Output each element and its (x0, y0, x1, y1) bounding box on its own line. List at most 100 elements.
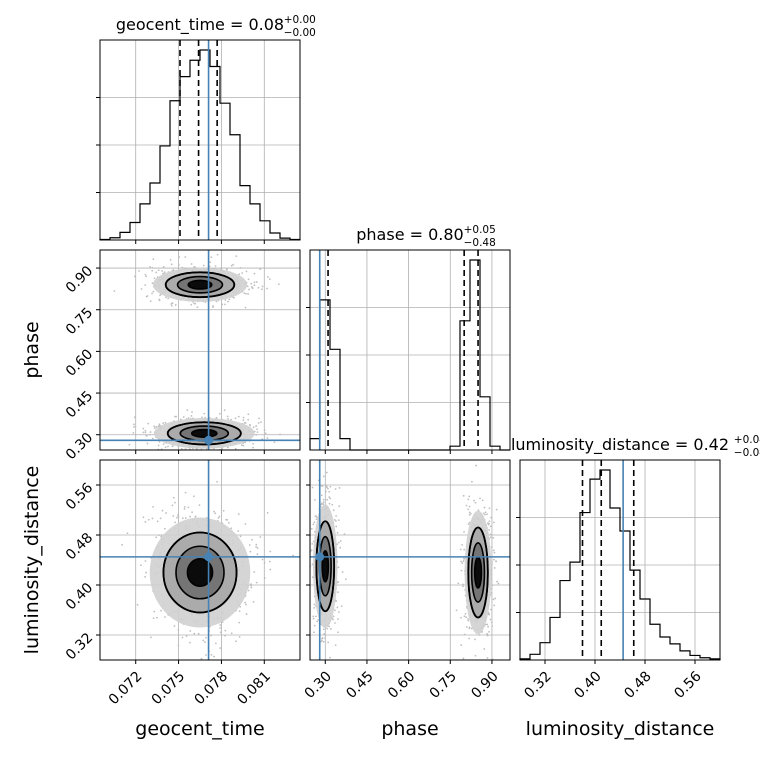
sample-point (263, 429, 266, 432)
sample-point (215, 416, 218, 419)
sample-point (146, 442, 149, 445)
sample-point (267, 276, 269, 278)
sample-point (247, 589, 250, 592)
sample-point (144, 431, 147, 434)
sample-point (493, 558, 495, 561)
sample-point (324, 637, 326, 639)
sample-point (264, 432, 267, 435)
sample-point (341, 571, 344, 573)
sample-point (489, 618, 492, 621)
sample-point (152, 617, 155, 620)
sample-point (145, 571, 148, 574)
sample-point (328, 502, 331, 505)
y-tick-label: 0.56 (63, 480, 96, 513)
sample-point (146, 295, 149, 297)
sample-point (313, 521, 316, 524)
sample-point (133, 423, 135, 426)
sample-point (273, 441, 276, 444)
sample-point (245, 613, 248, 615)
sample-point (250, 586, 253, 589)
x-axis-label-luminosity-distance: luminosity_distance (526, 718, 715, 740)
sample-point (227, 300, 229, 303)
sample-point (177, 514, 179, 517)
sample-point (313, 631, 315, 634)
sample-point (462, 494, 465, 497)
sample-point (324, 490, 327, 493)
sample-point (171, 504, 174, 507)
sample-point (242, 416, 245, 419)
sample-point (163, 527, 166, 530)
sample-point (312, 617, 315, 620)
sample-point (322, 503, 325, 506)
sample-point (467, 618, 469, 620)
sample-point (473, 499, 475, 502)
sample-point (313, 606, 316, 609)
sample-point (249, 583, 252, 586)
sample-point (474, 654, 477, 657)
sample-point (487, 625, 490, 628)
sample-point (213, 510, 215, 513)
sample-point (250, 282, 253, 285)
sample-point (155, 425, 158, 428)
sample-point (468, 637, 471, 640)
sample-point (217, 517, 220, 519)
sample-point (210, 256, 213, 259)
sample-point (320, 494, 323, 497)
sample-point (171, 445, 174, 447)
sample-point (226, 446, 229, 449)
sample-point (142, 431, 145, 434)
sample-point (181, 266, 184, 269)
sample-point (168, 452, 170, 454)
sample-point (344, 578, 347, 581)
title-luminosity_distance: luminosity_distance = 0.42 (511, 435, 729, 455)
sample-point (255, 543, 258, 546)
sample-point (240, 444, 243, 447)
sample-point (133, 275, 136, 278)
sample-point (162, 265, 165, 268)
sample-point (490, 546, 493, 548)
sample-point (252, 426, 255, 429)
sample-point (312, 615, 315, 618)
sample-point (238, 273, 241, 276)
sample-point (205, 636, 207, 639)
title-lower-error: −0.00 (284, 27, 316, 39)
sample-point (339, 546, 342, 549)
contour-outer (467, 526, 489, 619)
sample-point (157, 444, 160, 447)
sample-point (161, 270, 163, 272)
truth-marker (204, 435, 214, 445)
sample-point (210, 634, 213, 637)
sample-point (184, 491, 187, 494)
sample-point (219, 647, 222, 649)
sample-point (172, 515, 175, 517)
sample-point (322, 475, 325, 478)
sample-point (484, 513, 486, 516)
sample-point (268, 278, 271, 280)
sample-point (323, 633, 326, 635)
sample-point (486, 623, 489, 626)
sample-point (460, 644, 463, 647)
sample-point (329, 628, 332, 630)
sample-point (221, 303, 224, 306)
sample-point (332, 615, 335, 618)
sample-point (234, 447, 237, 450)
sample-point (235, 640, 237, 643)
sample-point (241, 272, 244, 274)
title-lower-error: −0.48 (464, 237, 496, 249)
sample-point (145, 434, 148, 437)
sample-point (320, 484, 323, 487)
sample-point (151, 517, 154, 520)
sample-point (331, 503, 334, 506)
sample-point (177, 515, 180, 518)
sample-point (214, 512, 217, 515)
sample-point (490, 591, 493, 594)
sample-point (224, 629, 227, 632)
sample-point (251, 286, 253, 288)
sample-point (493, 551, 496, 554)
sample-point (174, 521, 177, 524)
title-phase: phase = 0.80 (356, 225, 463, 244)
sample-point (334, 622, 336, 624)
sample-point (158, 440, 161, 443)
y-tick-label: 0.30 (63, 430, 96, 463)
sample-point (170, 304, 173, 307)
